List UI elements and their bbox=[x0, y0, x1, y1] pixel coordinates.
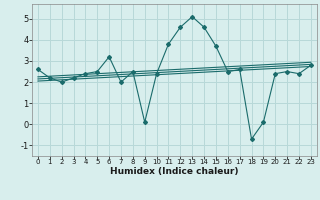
X-axis label: Humidex (Indice chaleur): Humidex (Indice chaleur) bbox=[110, 167, 239, 176]
